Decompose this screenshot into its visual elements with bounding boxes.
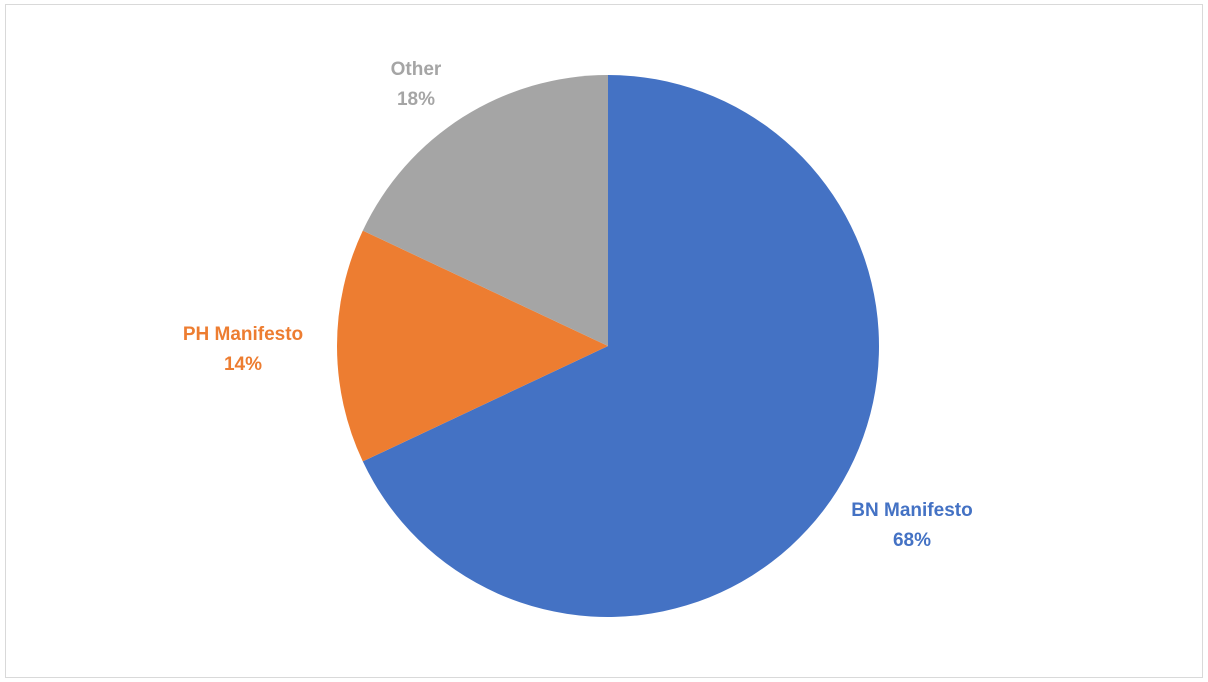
pie-slices	[337, 75, 879, 617]
data-label-percent: 14%	[224, 354, 262, 375]
data-label-ph-manifesto: PH Manifesto 14%	[183, 324, 303, 375]
data-label-category: PH Manifesto	[183, 324, 303, 345]
pie-chart: BN Manifesto 68% PH Manifesto 14% Other 18%	[183, 59, 973, 617]
pie-data-labels: BN Manifesto 68% PH Manifesto 14% Other 18%	[183, 59, 973, 551]
data-label-percent: 68%	[893, 530, 931, 551]
data-label-percent: 18%	[397, 89, 435, 110]
data-label-category: BN Manifesto	[851, 500, 972, 521]
pie-slice-bn-manifesto	[362, 75, 879, 617]
pie-slice-other	[362, 75, 608, 346]
data-label-other: Other 18%	[391, 59, 442, 110]
data-label-category: Other	[391, 59, 442, 80]
chart-area: BN Manifesto 68% PH Manifesto 14% Other 18%	[5, 4, 1203, 678]
pie-slice-ph-manifesto	[337, 230, 608, 462]
data-label-bn-manifesto: BN Manifesto 68%	[851, 500, 972, 551]
